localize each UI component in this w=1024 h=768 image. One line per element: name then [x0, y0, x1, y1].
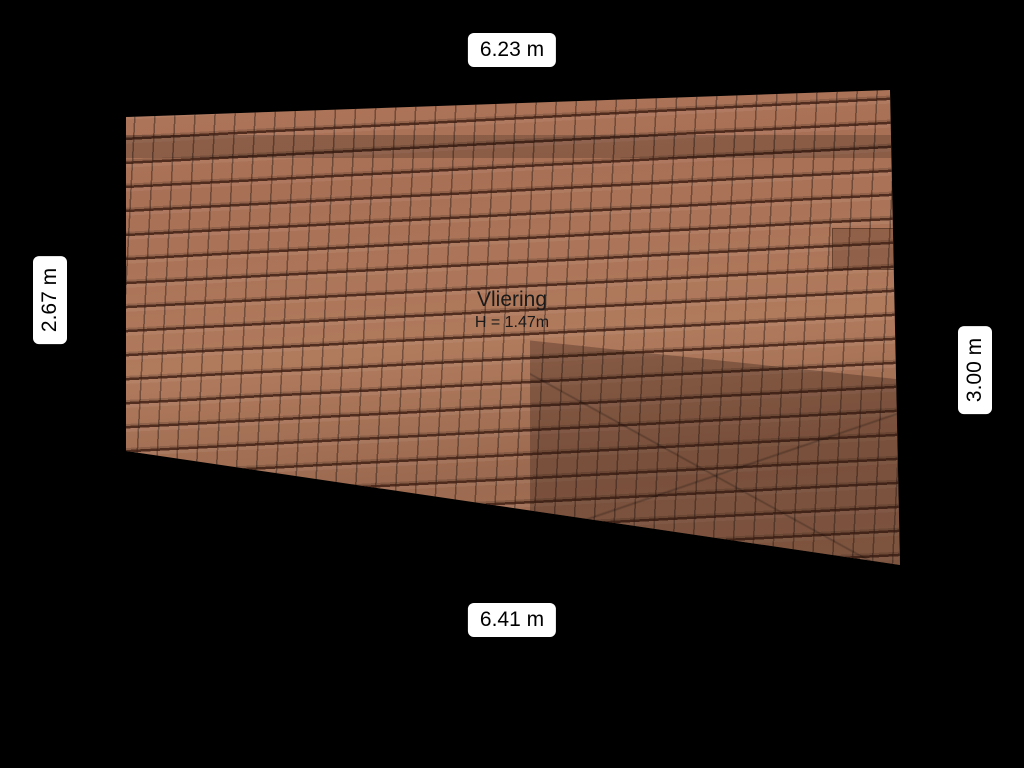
roof-shape — [0, 0, 1024, 768]
roof-right-notch — [832, 228, 900, 270]
dimension-top: 6.23 m — [468, 33, 556, 67]
dimension-bottom: 6.41 m — [468, 603, 556, 637]
floorplan-viewport: Vliering H = 1.47m 6.23 m 6.41 m 2.67 m … — [0, 0, 1024, 768]
dimension-right: 3.00 m — [958, 326, 992, 414]
dimension-left: 2.67 m — [33, 256, 67, 344]
roof-shadow-hairlines — [530, 341, 900, 600]
